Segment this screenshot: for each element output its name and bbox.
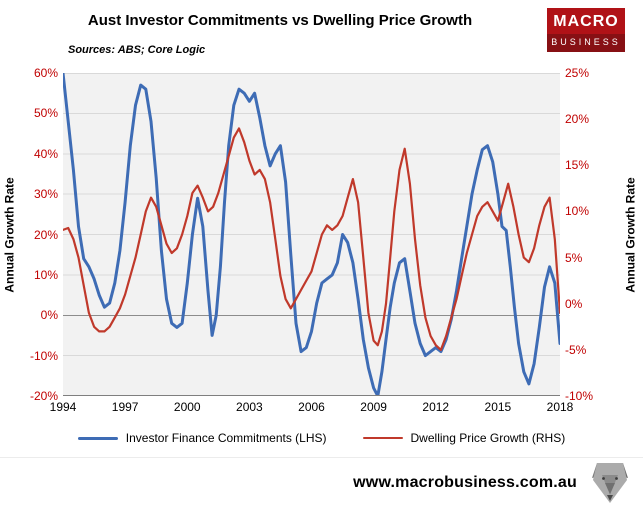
y-left-axis-labels: 60% 50% 40% 30% 20% 10% 0% -10% -20% [14,66,58,403]
y-tick-label: 20% [33,227,58,242]
x-tick-label: 2003 [236,400,263,414]
footer: www.macrobusiness.com.au [353,461,631,505]
sources-note: Sources: ABS; Core Logic [68,44,206,56]
y-tick-label: -10% [29,348,58,363]
y-tick-label: 10% [33,267,58,282]
x-axis-labels: 1994 1997 2000 2003 2006 2009 2012 2015 2018 [50,400,574,416]
macrobusiness-logo: MACRO BUSINESS [547,8,625,52]
y-tick-label: -5% [565,342,587,357]
footer-url: www.macrobusiness.com.au [353,474,577,491]
legend-swatch-investor [77,436,118,440]
x-tick-label: 1994 [49,400,77,414]
y-tick-label: 15% [565,158,590,173]
chart-title: Aust Investor Commitments vs Dwelling Pr… [87,12,473,29]
series-line-0 [63,73,560,396]
series-line-1 [63,127,560,351]
right-axis-title-wrap: Annual Growth Rate [621,73,641,396]
x-tick-label: 2018 [546,400,574,414]
y-tick-label: 5% [565,250,583,265]
footer-divider [0,457,643,458]
legend-item-investor: Investor Finance Commitments (LHS) [77,431,327,445]
y-tick-label: 10% [565,204,590,219]
y-tick-label: 50% [33,106,58,121]
legend-label-investor: Investor Finance Commitments (LHS) [125,431,327,445]
y-tick-label: 40% [33,146,58,161]
x-tick-label: 2015 [484,400,512,414]
y-tick-label: 20% [565,112,590,127]
plot-svg [63,73,560,396]
y-right-axis-labels: 25% 20% 15% 10% 5% 0% -5% -10% [565,66,611,403]
y-tick-label: 25% [565,66,590,80]
legend: Investor Finance Commitments (LHS) Dwell… [0,431,643,445]
y-tick-label: 0% [40,308,58,323]
wolf-logo-icon [592,463,628,503]
plot-area [63,73,560,396]
y-tick-label: 60% [33,66,58,80]
y-tick-label: -10% [565,389,594,403]
logo-top-text: MACRO [547,8,625,34]
x-tick-label: 1997 [111,400,139,414]
x-tick-label: 2009 [360,400,387,414]
legend-swatch-dwelling [362,436,403,440]
y-tick-label: 30% [33,187,58,202]
x-tick-label: 2012 [422,400,450,414]
x-tick-label: 2006 [298,400,325,414]
y-tick-label: 0% [565,296,583,311]
y-tick-label: -20% [29,389,58,403]
right-axis-title: Annual Growth Rate [624,176,638,293]
legend-item-dwelling: Dwelling Price Growth (RHS) [362,431,566,445]
x-tick-label: 2000 [173,400,201,414]
logo-bottom-text: BUSINESS [547,34,625,52]
legend-label-dwelling: Dwelling Price Growth (RHS) [410,431,566,445]
